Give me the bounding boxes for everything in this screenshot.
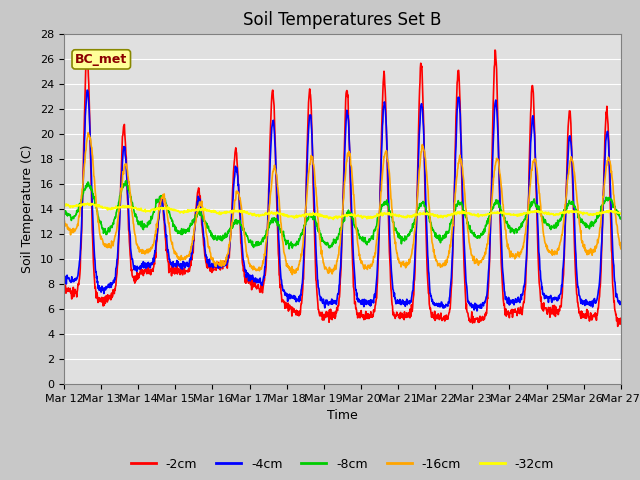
Text: BC_met: BC_met — [75, 53, 127, 66]
Title: Soil Temperatures Set B: Soil Temperatures Set B — [243, 11, 442, 29]
X-axis label: Time: Time — [327, 409, 358, 422]
Legend: -2cm, -4cm, -8cm, -16cm, -32cm: -2cm, -4cm, -8cm, -16cm, -32cm — [125, 453, 559, 476]
Y-axis label: Soil Temperature (C): Soil Temperature (C) — [22, 144, 35, 273]
